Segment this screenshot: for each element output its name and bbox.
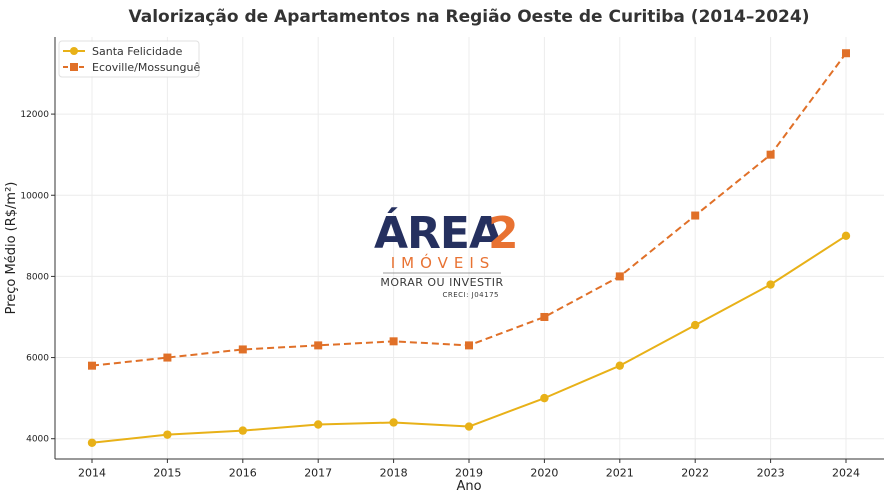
x-tick-label: 2016 — [229, 467, 257, 480]
y-tick-label: 12000 — [20, 110, 49, 120]
data-point-square — [540, 312, 549, 321]
y-axis-label: Preço Médio (R$/m²) — [4, 182, 19, 315]
data-point-square — [389, 337, 398, 346]
chart-title: Valorização de Apartamentos na Região Oe… — [129, 7, 810, 27]
brand-watermark: ÁREA 2 IMÓVEIS MORAR OU INVESTIR CRECI: … — [374, 206, 519, 299]
data-point-square — [163, 353, 172, 362]
x-tick-label: 2022 — [681, 467, 709, 480]
data-point-circle — [314, 420, 323, 429]
y-tick-label: 4000 — [26, 435, 49, 445]
y-tick-label: 10000 — [20, 191, 49, 201]
data-point-circle — [766, 280, 775, 289]
y-tick-label: 8000 — [26, 272, 49, 282]
data-point-square — [314, 341, 323, 350]
data-point-circle — [615, 361, 624, 370]
watermark-brand-sub: IMÓVEIS — [391, 253, 496, 272]
data-point-square — [88, 361, 96, 370]
data-point-square — [465, 341, 473, 350]
legend: Santa Felicidade Ecoville/Mossunguê — [58, 40, 200, 78]
x-tick-label: 2023 — [757, 467, 785, 480]
data-point-square — [691, 211, 700, 220]
x-tick-label: 2018 — [380, 467, 408, 480]
data-point-circle — [87, 438, 97, 447]
x-tick-label: 2024 — [832, 467, 860, 480]
data-point-circle — [238, 426, 247, 435]
data-point-square — [766, 150, 775, 159]
legend-box — [58, 40, 200, 78]
grid-lines — [55, 37, 884, 459]
data-point-square — [842, 49, 850, 58]
x-axis-label: Ano — [456, 479, 481, 494]
data-point-square — [238, 345, 247, 354]
legend-entry-label: Santa Felicidade — [92, 45, 183, 58]
watermark-creci: CRECI: J04175 — [442, 291, 499, 299]
x-tick-label: 2019 — [455, 467, 483, 480]
data-point-circle — [389, 418, 398, 427]
watermark-brand-main: ÁREA — [374, 206, 503, 259]
axes: 2014 2015 2016 2017 2018 2019 2020 2021 2022 2023… — [20, 37, 884, 480]
x-tick-label: 2015 — [153, 467, 181, 480]
x-tick-label: 2014 — [78, 467, 106, 480]
x-tick-label: 2021 — [606, 467, 634, 480]
x-tick-label: 2017 — [304, 467, 332, 480]
data-point-circle — [540, 393, 549, 403]
y-tick-label: 6000 — [26, 354, 49, 364]
x-tick-label: 2020 — [530, 467, 558, 480]
data-series — [87, 49, 851, 447]
data-point-circle — [841, 231, 851, 241]
legend-swatch-circle — [70, 47, 78, 55]
watermark-slogan: MORAR OU INVESTIR — [380, 276, 503, 289]
data-point-circle — [464, 422, 474, 431]
data-point-square — [615, 272, 624, 281]
legend-entry-label: Ecoville/Mossunguê — [92, 61, 200, 74]
legend-swatch-square — [70, 63, 78, 71]
data-point-circle — [163, 430, 172, 439]
watermark-brand-number: 2 — [488, 208, 519, 259]
data-point-circle — [691, 320, 700, 330]
